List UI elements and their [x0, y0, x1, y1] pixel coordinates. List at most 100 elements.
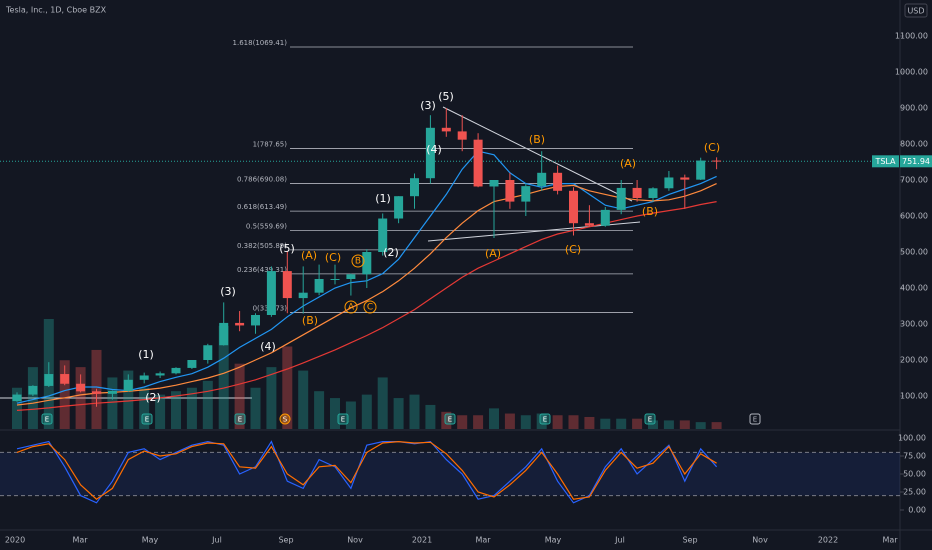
volume-bar [552, 415, 563, 429]
event-marker [337, 413, 349, 425]
volume-bar [457, 415, 468, 429]
currency[interactable]: USD [907, 7, 924, 16]
candle-body [394, 196, 404, 219]
wave-label: (2) [145, 391, 161, 404]
candle-body [139, 375, 149, 380]
volume-bar [314, 391, 325, 429]
candle-body [203, 345, 213, 360]
candle-body [314, 279, 324, 293]
fib-label: 0.382(505.89) [237, 242, 287, 250]
wave-label: C [367, 303, 373, 313]
y-tick-label: 75.00 [903, 452, 926, 461]
volume-bar [139, 387, 150, 429]
wave-label: (B) [529, 133, 545, 146]
candle-body [664, 177, 674, 189]
band-fill [0, 452, 900, 496]
candle-body [235, 322, 245, 326]
volume-bar [568, 415, 579, 429]
fib-label: 0.618(613.49) [237, 203, 287, 211]
volume-bar [711, 422, 722, 429]
candle-body [12, 394, 22, 402]
x-tick-label: 2022 [818, 536, 838, 545]
event-marker [644, 413, 656, 425]
y-tick-label: 50.00 [903, 470, 926, 479]
candle-body [569, 190, 578, 224]
candle-body [266, 271, 276, 315]
wave-label: (A) [620, 157, 636, 170]
volume-bar [584, 416, 595, 429]
event-label: E [448, 416, 452, 424]
wave-label: (1) [138, 348, 154, 361]
y-tick-label: 0.00 [908, 506, 926, 515]
volume-bar [632, 418, 643, 429]
y-tick-label: 200.00 [900, 356, 928, 365]
candle-body [600, 209, 610, 226]
y-tick-label: 800.00 [900, 140, 928, 149]
y-tick-label: 900.00 [900, 104, 928, 113]
fib-label: 1.618(1069.41) [233, 39, 288, 47]
x-tick-label: May [142, 536, 159, 545]
trendline [442, 106, 633, 202]
candle-body [187, 360, 197, 368]
wave-label: (B) [642, 205, 658, 218]
y-tick-label: 600.00 [900, 212, 928, 221]
volume-bar [123, 370, 134, 429]
currency-box[interactable] [904, 3, 928, 18]
volume-bar [107, 377, 118, 429]
candle-body [282, 271, 292, 299]
candle-body [219, 322, 229, 346]
candle-body [696, 160, 706, 180]
candle-body [553, 172, 563, 191]
volume-bar [600, 418, 611, 429]
event-marker [539, 413, 551, 425]
volume-bar [155, 394, 166, 429]
event-label: E [341, 416, 345, 424]
candle-body [60, 374, 70, 384]
candle-body [648, 188, 658, 198]
wave-label: (C) [325, 251, 341, 264]
x-tick-label: Mar [475, 536, 491, 545]
volume-bar [330, 398, 340, 429]
volume-bar [27, 367, 38, 429]
x-tick-label: Mar [882, 536, 898, 545]
wave-label: (3) [220, 285, 236, 298]
candle-body [28, 385, 38, 395]
y-tick-label: 700.00 [900, 176, 928, 185]
wave-label: (C) [565, 243, 581, 256]
volume-bar [425, 404, 436, 429]
fib-label: 0.786(690.08) [237, 176, 287, 184]
volume-bar [489, 408, 499, 429]
candle-body [473, 139, 483, 187]
candle-body [441, 127, 451, 132]
candle-body [537, 172, 547, 187]
volume-bar [473, 415, 484, 429]
candle-body [155, 373, 165, 376]
volume-bar [409, 394, 420, 429]
candle-body [362, 252, 372, 275]
fib-label: 0.5(559.69) [246, 223, 287, 231]
wave-label: (5) [279, 242, 295, 255]
volume-bar [186, 387, 197, 429]
candle-body [457, 131, 467, 140]
wave-label: B [355, 257, 361, 267]
event-label: E [238, 416, 242, 424]
candle-body [44, 374, 54, 386]
volume-bar [504, 413, 515, 429]
wave-circle [351, 254, 365, 268]
volume-bar [298, 370, 309, 429]
x-tick-label: May [545, 536, 562, 545]
candle-body [171, 367, 181, 374]
event-marker [444, 413, 456, 425]
volume-bar [266, 367, 277, 429]
volume-bar [377, 377, 388, 429]
moving-average [16, 201, 717, 411]
x-tick-label: Nov [752, 536, 768, 545]
volume-bar [616, 418, 627, 429]
x-tick-label: Mar [72, 536, 88, 545]
wave-label: (A) [485, 247, 501, 260]
event-label: E [145, 416, 149, 424]
candle-body [378, 218, 388, 252]
candle-body [298, 292, 308, 299]
